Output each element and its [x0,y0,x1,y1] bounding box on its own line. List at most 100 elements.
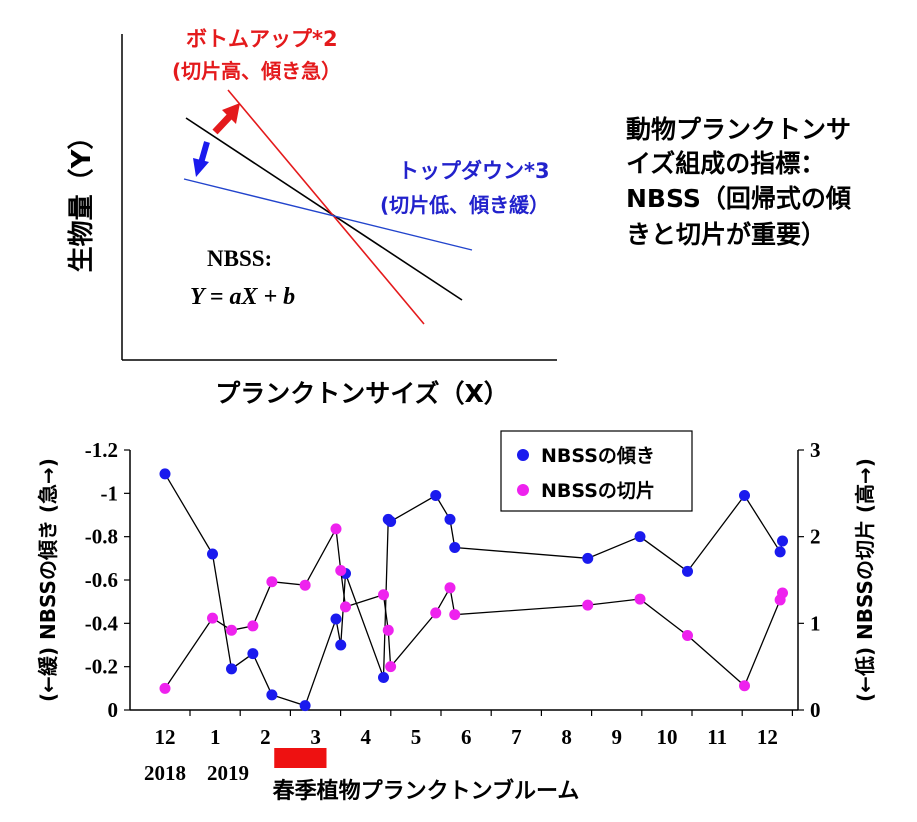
left-tick-label: -0.4 [85,611,119,635]
intercept-data-point [449,609,461,621]
bottom-up-arrow-icon [212,103,240,135]
formula-title: NBSS: [207,246,272,271]
year-label-2019: 2019 [207,761,249,785]
top-down-label: トップダウン*3 [398,159,550,183]
intercept-data-point [159,682,171,694]
side-text-line-1: 動物プランクトンサ [626,115,851,144]
slope-data-point [774,546,786,558]
year-label-2018: 2018 [144,761,186,785]
side-text-line-3: NBSS（回帰式の傾 [626,184,852,213]
left-tick-label: 0 [108,698,119,722]
slope-data-point [385,516,397,527]
x-tick-label: 2 [260,725,271,749]
left-tick-label: -1 [101,481,119,505]
right-tick-label: 2 [810,525,821,549]
intercept-data-point [330,523,342,535]
intercept-data-point [378,589,389,601]
concept-y-label: 生物量（Y） [67,124,97,273]
legend-label-slope: NBSSの傾き [541,444,655,467]
left-y-ticks: -1.2 -1 -0.8 -0.6 -0.4 -0.2 0 [85,438,130,722]
slope-data-point [634,531,646,543]
slope-data-point [299,700,311,712]
x-tick-label: 4 [361,725,372,749]
slope-data-point [266,689,278,701]
intercept-data-point [335,564,347,576]
intercept-data-point [777,587,788,599]
baseline-regression-line [185,117,463,301]
bloom-label: 春季植物プランクトンブルーム [273,778,580,804]
side-description: 動物プランクトンサ イズ組成の指標： NBSS（回帰式の傾 きと切片が重要） [626,115,852,249]
slope-data-point [226,663,237,675]
left-tick-label: -0.6 [85,568,118,592]
left-tick-label: -1.2 [85,438,118,462]
slope-data-point [430,490,442,501]
intercept-data-point [247,620,259,632]
slope-data-point [247,648,259,660]
legend: NBSSの傾き NBSSの切片 [500,430,693,512]
slope-data-point [682,565,693,577]
series-layer [159,468,788,712]
intercept-data-point [382,624,394,636]
right-y-ticks: 3 2 1 0 [798,438,821,722]
x-tick-label: 12 [757,725,778,749]
slope-data-point [330,613,342,625]
intercept-data-point [207,612,218,624]
intercept-data-point [266,576,278,588]
intercept-data-point [430,607,442,619]
formula: Y = aX + b [190,284,295,310]
concept-x-label: プランクトンサイズ（X） [215,379,509,408]
top-down-arrow-icon [193,141,210,177]
side-text-line-2: イズ組成の指標： [626,149,825,178]
intercept-data-point [340,601,351,613]
intercept-data-point [634,593,646,605]
slope-data-point [207,548,218,560]
concept-diagram: ボトムアップ*2 (切片高、傾き急） トップダウン*3 (切片低、傾き緩） NB… [67,27,852,408]
top-down-note: (切片低、傾き緩） [380,193,549,217]
x-tick-label: 1 [210,725,221,749]
slope-data-point [378,672,389,683]
x-tick-label: 11 [707,725,727,749]
intercept-data-point [444,582,456,594]
bottom-up-label: ボトムアップ*2 [186,27,338,51]
x-ticks: 12 1 2 3 4 5 6 7 8 9 10 11 12 [155,710,794,749]
slope-data-point [777,535,788,547]
left-tick-label: -0.8 [85,525,118,549]
legend-box [500,430,693,512]
x-tick-label: 8 [561,725,572,749]
left-tick-label: -0.2 [85,655,118,679]
intercept-data-point [582,599,594,611]
x-tick-label: 9 [612,725,623,749]
slope-data-point [444,513,456,525]
bottom-up-note: (切片高、傾き急） [172,59,341,83]
x-tick-label: 12 [155,725,176,749]
x-tick-label: 10 [657,725,678,749]
legend-marker-intercept [517,484,529,496]
slope-data-point [739,490,750,501]
intercept-data-point [739,680,750,692]
right-y-label: (←低) NBSSの切片 (高→) [853,458,877,702]
x-tick-label: 5 [411,725,422,749]
slope-data-point [159,468,171,480]
legend-marker-slope [517,449,529,461]
bottom-up-regression-line [227,89,425,325]
slope-data-point [449,542,461,553]
slope-data-point [335,639,347,651]
right-tick-label: 3 [810,438,821,462]
intercept-data-point [299,579,311,591]
right-tick-label: 1 [810,611,821,635]
bloom-period-bar [274,748,327,768]
x-tick-label: 6 [461,725,472,749]
x-tick-label: 3 [310,725,321,749]
intercept-data-point [682,629,693,641]
legend-label-intercept: NBSSの切片 [541,479,655,502]
intercept-data-point [226,624,237,636]
left-y-label: (←緩) NBSSの傾き (急→) [36,458,60,702]
right-tick-label: 0 [810,698,821,722]
slope-data-point [582,552,594,564]
side-text-line-4: きと切片が重要） [626,220,826,249]
top-down-regression-line [183,178,473,251]
intercept-data-point [385,661,397,673]
x-tick-label: 7 [511,725,522,749]
